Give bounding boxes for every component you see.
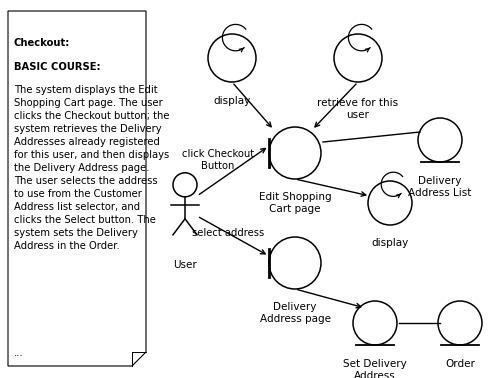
Text: Set Delivery
Address: Set Delivery Address xyxy=(343,359,407,378)
Text: Checkout:: Checkout: xyxy=(14,38,70,48)
Text: to use from the Customer: to use from the Customer xyxy=(14,189,142,199)
Text: clicks the Select button. The: clicks the Select button. The xyxy=(14,215,156,225)
Text: Order: Order xyxy=(445,359,475,369)
Text: select address: select address xyxy=(192,228,264,238)
Text: ...: ... xyxy=(14,348,24,358)
Text: Edit Shopping
Cart page: Edit Shopping Cart page xyxy=(258,192,332,214)
Text: for this user, and then displays: for this user, and then displays xyxy=(14,150,169,160)
Text: display: display xyxy=(214,96,250,106)
Text: display: display xyxy=(372,238,408,248)
Text: The system displays the Edit: The system displays the Edit xyxy=(14,85,158,95)
Text: User: User xyxy=(173,260,197,270)
Text: clicks the Checkout button; the: clicks the Checkout button; the xyxy=(14,111,170,121)
Text: Address in the Order.: Address in the Order. xyxy=(14,241,120,251)
Text: system sets the Delivery: system sets the Delivery xyxy=(14,228,138,238)
Text: the Delivery Address page.: the Delivery Address page. xyxy=(14,163,149,173)
Text: Delivery
Address page: Delivery Address page xyxy=(260,302,330,324)
Text: The user selects the address: The user selects the address xyxy=(14,176,158,186)
Text: BASIC COURSE:: BASIC COURSE: xyxy=(14,62,101,72)
Text: click Checkout
Button: click Checkout Button xyxy=(182,149,254,171)
Text: Delivery
Address List: Delivery Address List xyxy=(408,176,472,198)
Text: Address list selector, and: Address list selector, and xyxy=(14,202,140,212)
Text: Shopping Cart page. The user: Shopping Cart page. The user xyxy=(14,98,163,108)
Text: system retrieves the Delivery: system retrieves the Delivery xyxy=(14,124,162,134)
Text: Addresses already registered: Addresses already registered xyxy=(14,137,160,147)
Text: retrieve for this
user: retrieve for this user xyxy=(318,98,398,119)
Polygon shape xyxy=(8,11,146,366)
